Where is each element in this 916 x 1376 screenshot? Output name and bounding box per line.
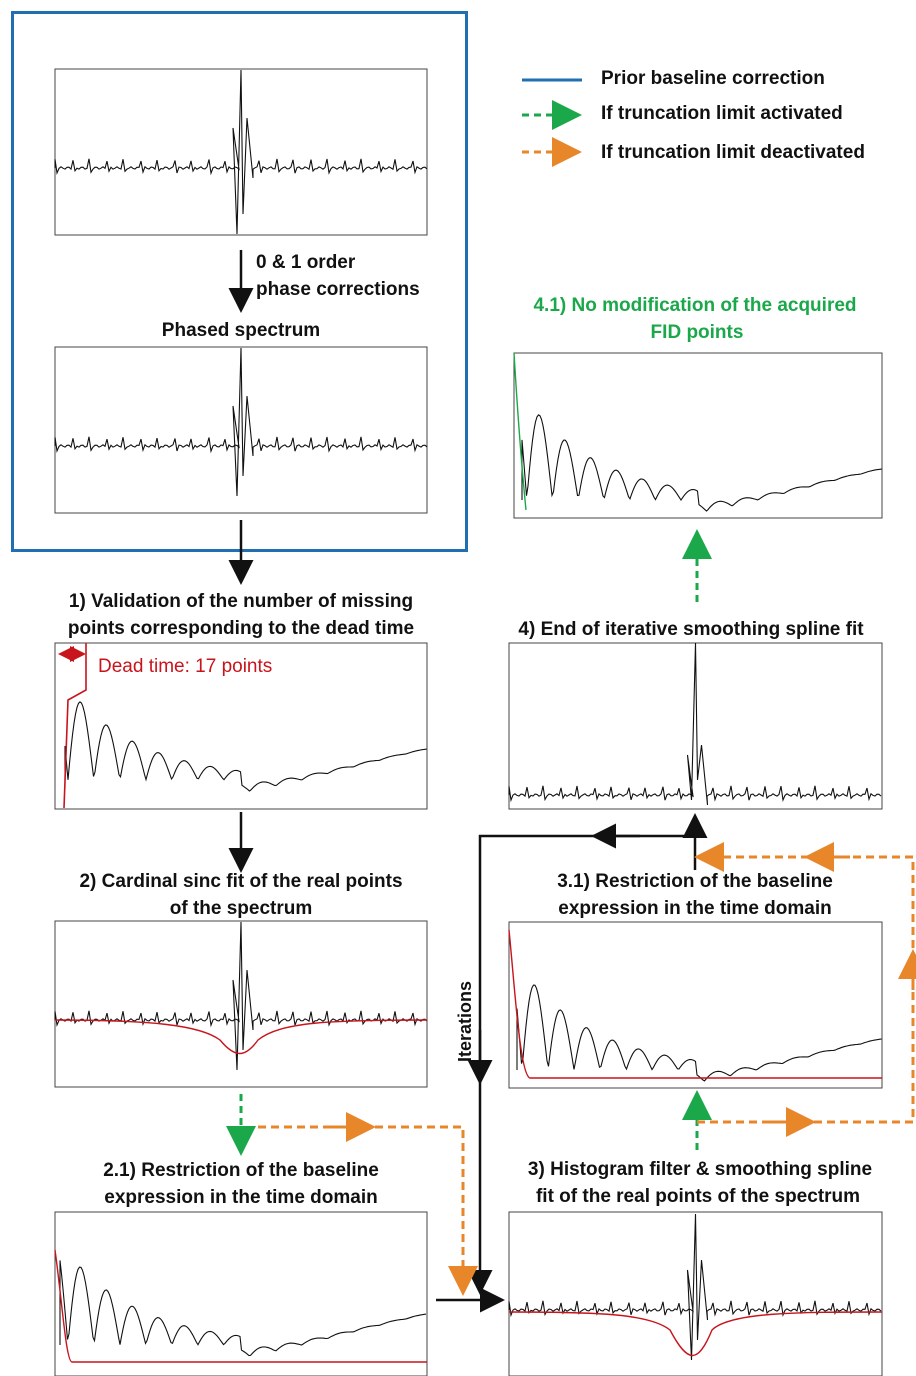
step1-title-1: 1) Validation of the number of missing [68,591,414,612]
step2-title-1: 2) Cardinal sinc fit of the real points [79,871,403,892]
step3-title-2: fit of the real points of the spectrum [535,1186,861,1207]
step2-title-2: of the spectrum [169,898,313,919]
legend-activated-label: If truncation limit activated [601,103,843,124]
trace-31-red [508,929,882,1079]
signal-traces [54,69,883,1363]
trace-raw [54,69,428,235]
step41-title-2: FID points [650,322,744,343]
step31-title-2: expression in the time domain [558,898,832,919]
trace-31 [516,984,882,1082]
trace-21 [59,1260,427,1357]
phase-label-2: phase corrections [256,279,420,300]
trace-sinc-fit [54,1019,428,1055]
prior-correction-box [11,11,468,552]
phase-label-1: 0 & 1 order [256,252,356,273]
step31-title-1: 3.1) Restriction of the baseline [557,871,833,892]
trace-hist [508,1213,882,1361]
legend-prior-label: Prior baseline correction [601,68,825,89]
trace-hist-fit [508,1311,883,1357]
panel-fid-4-1 [513,352,883,519]
trace-phased [54,347,428,497]
step21-title-1: 2.1) Restriction of the baseline [103,1160,379,1181]
step41-title-1: 4.1) No modification of the acquired [533,295,857,316]
step21-title-2: expression in the time domain [104,1187,378,1208]
trace-sinc [54,921,428,1071]
panel-restriction-3-1 [508,921,883,1089]
legend-deactivated-label: If truncation limit deactivated [601,142,865,163]
trace-21-red [54,1249,427,1363]
phased-spectrum-title: Phased spectrum [161,320,321,341]
step4-title: 4) End of iterative smoothing spline fit [518,619,864,640]
dead-time-label: Dead time: 17 points [98,656,273,677]
trace-dead-time-red [63,643,87,809]
orange-arrow-skip-2-1 [258,1125,478,1296]
step1-title-2: points corresponding to the dead time [67,618,415,639]
panel-restriction-2-1 [54,1211,428,1376]
trace-41-green [513,352,527,511]
iterations-label: Iterations [455,981,475,1062]
step3-title-1: 3) Histogram filter & smoothing spline [527,1159,873,1180]
trace-end [508,642,882,806]
trace-41 [521,414,883,512]
trace-dead-time [64,701,427,792]
